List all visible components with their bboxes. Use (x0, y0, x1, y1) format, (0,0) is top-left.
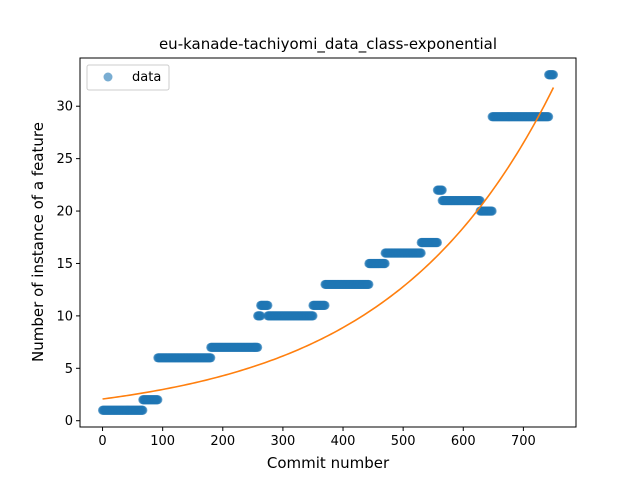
data-point (380, 258, 390, 269)
data-point (364, 279, 374, 290)
legend-marker-data (103, 72, 113, 82)
x-tick-label: 0 (98, 434, 106, 449)
y-axis-label: Number of instance of a feature (29, 122, 47, 362)
chart-title: eu-kanade-tachiyomi_data_class-exponenti… (159, 35, 497, 54)
y-axis: 0 5 10 15 20 25 30 (56, 100, 80, 429)
x-tick-label: 100 (150, 434, 175, 449)
data-point (308, 311, 318, 321)
x-tick-label: 400 (331, 434, 356, 449)
x-axis: 0 100 200 300 400 500 600 700 (98, 427, 536, 449)
x-tick-label: 700 (511, 434, 536, 449)
data-point (253, 342, 263, 352)
data-point (138, 405, 148, 415)
y-tick-label: 30 (56, 100, 73, 115)
y-tick-label: 5 (65, 362, 73, 377)
fit-line (102, 87, 555, 400)
y-tick-label: 0 (65, 414, 73, 429)
legend-label-data: data (132, 70, 161, 85)
legend-box (86, 64, 170, 91)
data-point (437, 185, 447, 195)
data-point (153, 395, 163, 405)
x-tick-label: 600 (451, 434, 476, 449)
data-point (256, 311, 266, 321)
y-tick-label: 10 (56, 309, 73, 324)
data-point (416, 248, 426, 258)
y-tick-label: 15 (56, 257, 73, 272)
x-tick-label: 300 (270, 434, 295, 449)
x-tick-label: 500 (391, 434, 416, 449)
y-tick-label: 20 (56, 205, 73, 220)
data-point (320, 300, 330, 310)
plot-frame (79, 57, 577, 428)
data-point (487, 206, 497, 216)
y-tick-label: 25 (56, 152, 73, 167)
data-point (544, 112, 554, 122)
data-point (263, 300, 273, 310)
x-axis-label: Commit number (267, 454, 390, 472)
legend: data (86, 64, 170, 91)
data-point (206, 353, 216, 363)
series-layer (97, 70, 559, 415)
data-point (432, 237, 443, 248)
data-point (548, 70, 559, 80)
x-tick-label: 200 (210, 434, 235, 449)
